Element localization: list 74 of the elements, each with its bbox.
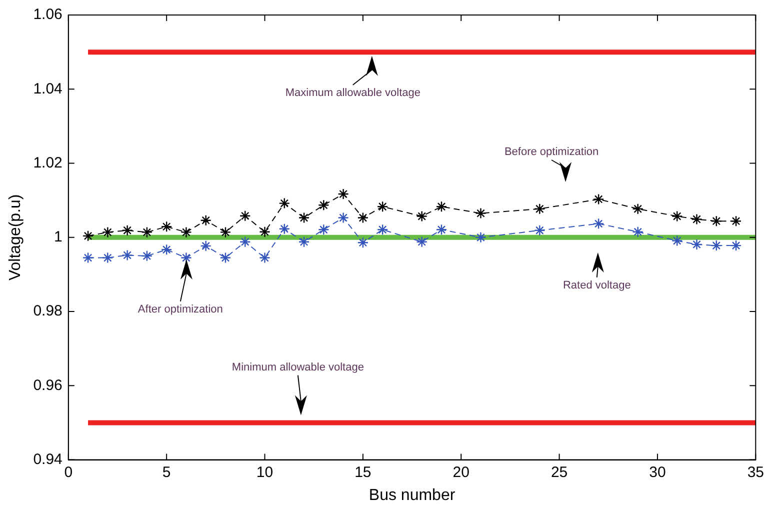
x-tick-label: 0	[64, 464, 73, 481]
y-tick-label: 0.98	[33, 302, 62, 320]
x-axis-title: Bus number	[368, 486, 456, 504]
point	[298, 236, 310, 248]
y-tick-label: 1.02	[33, 154, 62, 172]
point	[416, 210, 428, 222]
x-tick-label: 35	[747, 464, 764, 481]
point	[632, 203, 644, 214]
point	[691, 238, 702, 250]
point	[180, 252, 192, 264]
y-tick-label: 1.06	[33, 6, 62, 24]
point	[318, 200, 330, 211]
point	[730, 215, 742, 227]
annotation: Rated voltage	[562, 279, 631, 292]
y-tick-label: 0.94	[33, 450, 62, 468]
x-tick-label: 15	[354, 464, 372, 481]
point	[141, 226, 153, 238]
point	[691, 214, 702, 225]
point	[534, 224, 546, 236]
point	[240, 210, 251, 222]
point	[357, 212, 369, 224]
point	[220, 226, 232, 238]
point	[710, 215, 722, 227]
y-tick-label: 1	[54, 228, 62, 246]
annotation: Maximum allowable voltage	[285, 86, 420, 99]
point	[436, 201, 448, 212]
point	[475, 232, 486, 243]
point	[102, 252, 114, 264]
point	[82, 230, 94, 242]
point	[710, 240, 722, 252]
annotation: Minimum allowable voltage	[232, 361, 364, 374]
point	[240, 236, 251, 248]
point	[436, 224, 448, 236]
point	[298, 212, 310, 224]
point	[318, 224, 330, 236]
point	[475, 208, 486, 219]
point	[338, 188, 349, 200]
point	[259, 252, 270, 264]
annotation: Before optimization	[504, 146, 599, 158]
annotation: After optimization	[138, 303, 223, 316]
point	[534, 203, 546, 214]
point	[102, 226, 114, 238]
y-axis-title: Voltage(p.u)	[7, 194, 24, 281]
x-tick-label: 10	[256, 464, 274, 481]
y-tick-label: 0.96	[33, 376, 62, 394]
point	[122, 250, 133, 261]
point	[220, 252, 232, 264]
point	[122, 224, 133, 236]
point	[160, 221, 172, 232]
x-tick-label: 5	[162, 464, 171, 481]
point	[278, 223, 290, 234]
point	[338, 212, 349, 224]
point	[278, 198, 290, 209]
point	[200, 240, 212, 252]
point	[160, 244, 172, 256]
point	[672, 210, 683, 222]
point	[259, 226, 270, 238]
y-tick-label: 1.04	[33, 80, 62, 98]
point	[141, 250, 153, 262]
point	[592, 218, 604, 230]
x-tick-label: 20	[452, 464, 470, 481]
point	[180, 226, 192, 238]
point	[632, 226, 644, 238]
point	[416, 236, 428, 248]
x-tick-label: 30	[649, 464, 666, 481]
x-tick-label: 25	[550, 464, 568, 481]
point	[200, 214, 212, 226]
point	[376, 224, 388, 236]
point	[672, 235, 683, 246]
point	[376, 201, 388, 212]
point	[592, 194, 604, 205]
point	[357, 236, 369, 248]
point	[730, 240, 742, 252]
point	[82, 252, 94, 264]
